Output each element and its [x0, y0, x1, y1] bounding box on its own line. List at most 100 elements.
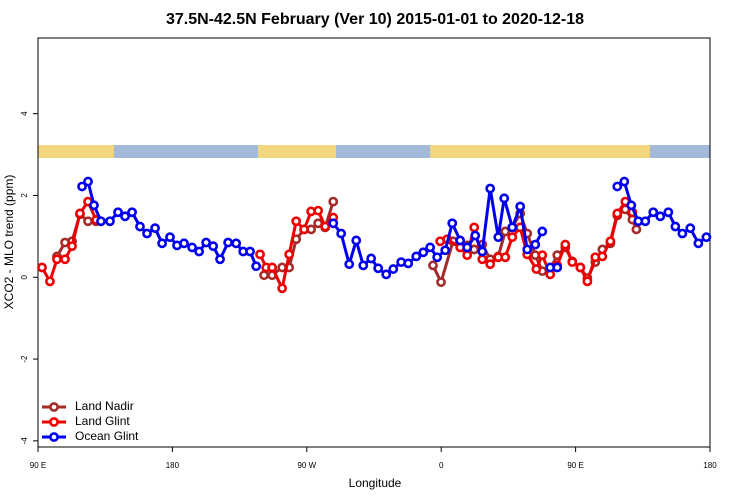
- chart-title: 37.5N-42.5N February (Ver 10) 2015-01-01…: [166, 11, 584, 28]
- data-point: [165, 232, 175, 243]
- data-point: [575, 262, 586, 273]
- data-point: [291, 216, 302, 227]
- data-point: [83, 176, 93, 187]
- data-point: [552, 262, 563, 273]
- data-point: [105, 216, 115, 227]
- y-tick-label: 4: [20, 111, 29, 116]
- data-point: [223, 237, 234, 248]
- data-point: [670, 221, 681, 232]
- data-point: [344, 259, 355, 270]
- land-band: [38, 145, 114, 158]
- data-point: [530, 239, 541, 250]
- y-tick-label: 2: [20, 193, 29, 198]
- data-point: [215, 254, 225, 265]
- data-point: [648, 207, 659, 218]
- data-point: [231, 238, 242, 249]
- data-point: [366, 253, 377, 264]
- data-point: [455, 235, 466, 246]
- data-point: [507, 232, 518, 243]
- data-point: [612, 208, 623, 219]
- data-point: [52, 254, 62, 265]
- data-point: [328, 196, 339, 207]
- x-axis-label: Longitude: [349, 476, 402, 490]
- y-tick-label: 0: [20, 274, 29, 279]
- data-point: [693, 238, 704, 249]
- data-point: [485, 259, 496, 270]
- data-point: [411, 251, 422, 262]
- data-point: [567, 257, 578, 268]
- data-point: [515, 201, 526, 212]
- data-point: [187, 242, 198, 253]
- data-point: [499, 193, 510, 204]
- data-point: [582, 276, 593, 287]
- data-point: [157, 238, 167, 249]
- data-point: [500, 226, 511, 237]
- data-point: [462, 242, 473, 253]
- data-point: [255, 249, 265, 260]
- legend-label: Land Nadir: [75, 399, 134, 413]
- data-point: [537, 250, 548, 261]
- data-point: [388, 264, 399, 274]
- y-tick-label: -2: [20, 355, 29, 363]
- data-point: [336, 228, 347, 239]
- data-point: [493, 232, 504, 243]
- data-point: [631, 224, 642, 235]
- data-point: [440, 245, 451, 256]
- data-point: [537, 226, 548, 237]
- data-point: [127, 207, 137, 218]
- data-point: [655, 211, 666, 222]
- data-point: [470, 230, 481, 241]
- data-point: [373, 263, 384, 274]
- data-point: [469, 222, 480, 233]
- x-tick-label: 180: [166, 461, 180, 470]
- data-point: [358, 260, 369, 271]
- data-point: [113, 207, 123, 218]
- data-point: [403, 258, 414, 269]
- data-point: [418, 247, 429, 258]
- data-point: [477, 254, 488, 265]
- data-point: [328, 218, 339, 229]
- legend-swatch-marker: [49, 402, 59, 412]
- data-point: [500, 252, 511, 263]
- data-point: [612, 181, 623, 192]
- data-point: [685, 223, 696, 234]
- data-point: [245, 246, 255, 257]
- data-point: [432, 252, 443, 263]
- y-tick-label: -4: [20, 437, 29, 445]
- legend-label: Ocean Glint: [75, 429, 139, 443]
- data-point: [626, 200, 637, 211]
- data-point: [351, 235, 362, 246]
- land-band: [430, 145, 650, 158]
- data-point: [208, 241, 219, 252]
- x-tick-label: 180: [703, 461, 717, 470]
- series: [77, 176, 712, 280]
- x-tick-label: 90 E: [567, 461, 583, 470]
- x-tick-label: 90 W: [297, 461, 316, 470]
- data-point: [299, 224, 310, 235]
- data-point: [96, 216, 106, 227]
- data-point: [150, 223, 160, 234]
- data-point: [37, 262, 47, 273]
- data-point: [201, 237, 212, 248]
- data-point: [135, 221, 145, 232]
- data-point: [619, 176, 630, 187]
- data-point: [436, 277, 446, 288]
- data-point: [120, 211, 130, 222]
- data-point: [485, 183, 496, 194]
- data-point: [77, 181, 87, 192]
- data-point: [597, 251, 608, 262]
- data-point: [89, 200, 99, 211]
- data-point: [663, 207, 674, 218]
- data-point: [428, 260, 438, 271]
- data-point: [462, 250, 473, 261]
- data-point: [425, 242, 436, 253]
- data-point: [277, 283, 288, 294]
- x-tick-label: 0: [439, 461, 444, 470]
- data-point: [531, 264, 542, 274]
- legend-swatch-marker: [49, 417, 59, 427]
- data-point: [701, 232, 712, 243]
- data-point: [605, 236, 616, 247]
- legend-label: Land Glint: [75, 414, 130, 428]
